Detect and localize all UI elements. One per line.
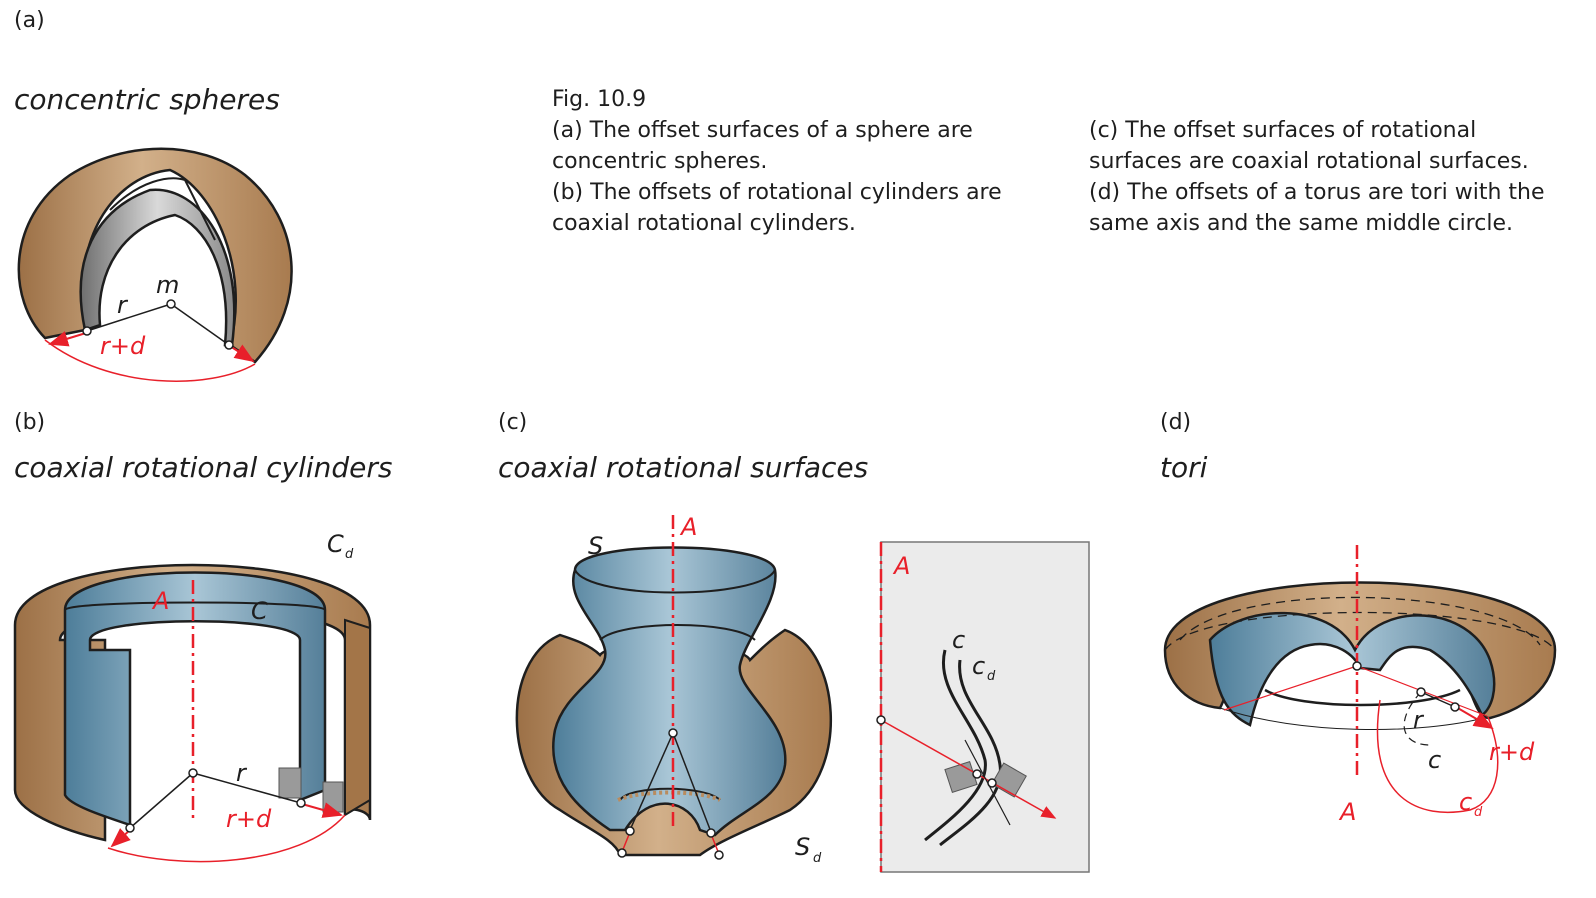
inner-cylinder	[63, 571, 327, 827]
point	[125, 823, 135, 833]
panel-c-title: coaxial rotational surfaces	[498, 451, 869, 484]
normal-arrow	[880, 719, 1057, 819]
label-r: r	[1413, 706, 1425, 734]
meridian-curve-cd	[939, 659, 1002, 847]
tube-circle-c	[1403, 691, 1431, 746]
tube-circle-cd	[1376, 699, 1499, 814]
point	[82, 326, 92, 336]
top-rim	[574, 569, 776, 594]
sphere-cut-edge	[109, 177, 216, 241]
label-r-plus-d: r+d	[100, 332, 146, 360]
inner-rim	[64, 601, 326, 611]
label-cd: c	[1459, 788, 1472, 816]
radius-line-2	[170, 303, 230, 346]
radius-line	[86, 303, 172, 332]
caption-right: (c) The offset surfaces of rotational su…	[1089, 115, 1569, 239]
label-r-plus-d: r+d	[226, 805, 272, 833]
label-r: r	[117, 291, 129, 319]
axis-point	[1352, 661, 1362, 671]
point	[625, 826, 635, 836]
caption-b: (b) The offsets of rotational cylinders …	[552, 180, 1002, 236]
panel-c-drawing: A S S d A c c d	[515, 513, 1090, 873]
caption-c: (c) The offset surfaces of rotational su…	[1089, 118, 1529, 174]
panel-b-label: (b)	[14, 410, 46, 435]
base-surface	[552, 546, 787, 837]
axis-point	[668, 728, 678, 738]
meridian-plane	[880, 541, 1090, 873]
panel-d-drawing: A r r+d c c d	[1163, 545, 1557, 826]
center-point	[166, 299, 176, 309]
panel-a-title: concentric spheres	[14, 83, 280, 116]
axis-point	[876, 715, 886, 725]
point	[224, 340, 234, 350]
middle-circle	[1264, 688, 1461, 707]
point	[987, 778, 997, 788]
axis-point	[188, 768, 198, 778]
point	[296, 798, 306, 808]
offset-arrow-right	[229, 344, 255, 363]
panel-b-title: coaxial rotational cylinders	[14, 451, 393, 484]
offset-arrow-left	[48, 331, 87, 347]
right-angle-mark	[278, 767, 302, 799]
label-A: A	[1338, 798, 1356, 826]
label-c: c	[952, 626, 965, 654]
label-r: r	[236, 759, 248, 787]
normal-line	[629, 732, 674, 831]
offset-arrow	[1455, 706, 1494, 730]
label-C: C	[251, 597, 268, 625]
center-point	[1416, 687, 1426, 697]
label-Cd-subscript: d	[345, 547, 354, 562]
figure-number: Fig. 10.9	[552, 87, 647, 112]
hidden-contour-2	[1179, 596, 1541, 646]
right-angle-mark-2	[991, 762, 1027, 798]
caption-a: (a) The offset surfaces of a sphere are …	[552, 118, 973, 174]
label-A: A	[679, 513, 697, 541]
point	[1450, 702, 1460, 712]
inset-label-A: A	[892, 552, 910, 580]
point	[714, 850, 724, 860]
radius-line	[1420, 691, 1456, 708]
offset-arrow-left	[110, 828, 131, 848]
panel-a-label: (a)	[14, 8, 45, 33]
offset-arrow-right	[301, 802, 343, 818]
offset-arc	[107, 814, 346, 863]
bottom-contour	[1219, 707, 1489, 731]
label-m: m	[156, 271, 179, 299]
caption-left: Fig. 10.9 (a) The offset surfaces of a s…	[552, 84, 1022, 239]
radius-line-2	[192, 772, 302, 804]
panel-b-drawing: A C C d r r+d	[13, 530, 372, 863]
point	[972, 769, 982, 779]
label-cd-subscript: d	[987, 669, 996, 684]
offset-arc	[44, 339, 256, 382]
outer-sphere	[17, 147, 293, 364]
label-cd: c	[972, 652, 985, 680]
panel-c-label: (c)	[498, 410, 528, 435]
caption-d: (d) The offsets of a torus are tori with…	[1089, 180, 1545, 236]
panel-d-title: tori	[1160, 451, 1208, 484]
label-c: c	[1428, 746, 1441, 774]
point	[706, 828, 716, 838]
label-Cd: C	[327, 530, 344, 558]
neck-line	[599, 624, 756, 641]
bottom-rim-hatch	[617, 790, 721, 802]
panel-d-label: (d)	[1160, 410, 1192, 435]
label-cd-subscript: d	[1474, 805, 1483, 820]
label-A: A	[151, 587, 169, 615]
label-S: S	[588, 532, 603, 560]
hidden-contour	[1164, 611, 1556, 651]
outer-cylinder-right	[344, 618, 371, 817]
panel-a-drawing: m r r+d	[17, 147, 293, 382]
offset-segment	[1223, 665, 1358, 711]
meridian-curve-c	[924, 649, 987, 842]
label-r-plus-d: r+d	[1489, 738, 1535, 766]
normal-line-2	[672, 732, 712, 833]
label-Sd: S	[795, 833, 810, 861]
right-angle-mark-2	[322, 781, 344, 813]
label-Sd-subscript: d	[813, 851, 822, 866]
point	[617, 848, 627, 858]
radius-line	[129, 772, 194, 829]
